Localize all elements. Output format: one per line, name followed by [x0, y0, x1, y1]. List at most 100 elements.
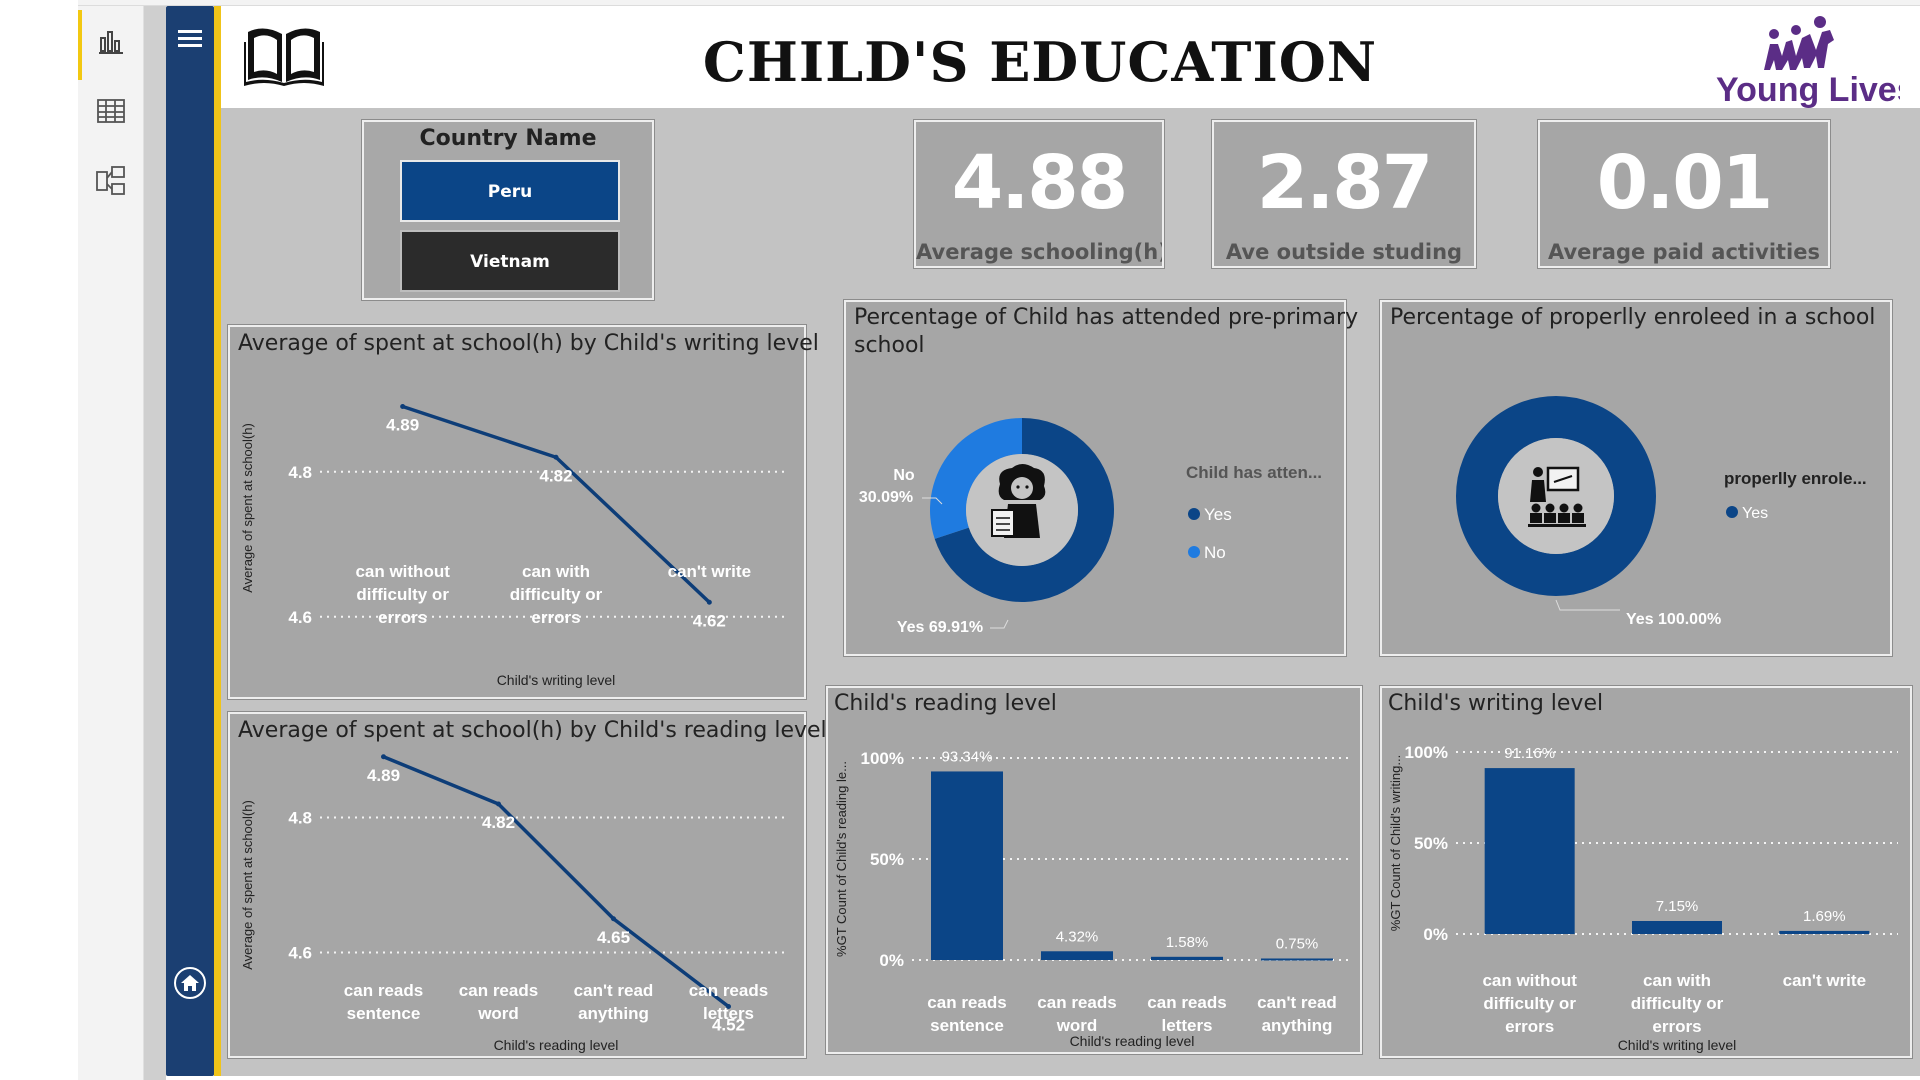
legend-marker: [1726, 506, 1738, 518]
legend-item: No: [1204, 543, 1226, 562]
data-label: 4.32%: [1056, 928, 1099, 945]
x-axis-title: Child's writing level: [497, 672, 616, 688]
legend-marker: [1188, 546, 1200, 558]
ribbon-strip: [78, 0, 1920, 6]
donut-slice-no: [930, 418, 1022, 539]
home-icon[interactable]: [173, 966, 207, 1000]
y-tick-label: 4.6: [288, 608, 312, 627]
donut-slice-yes: [934, 418, 1114, 602]
enrolled-donut-card: Percentage of properlly enroleed in a sc…: [1379, 299, 1893, 657]
data-label: 1.69%: [1803, 908, 1846, 925]
slice-label-yes: Yes 100.00%: [1626, 611, 1721, 628]
table-view-icon[interactable]: [94, 94, 128, 128]
x-tick-label: letters: [1161, 1016, 1212, 1035]
x-tick-label: difficulty or: [356, 585, 449, 604]
slicer-option-vietnam[interactable]: Vietnam: [400, 230, 620, 292]
accent-divider: [214, 6, 221, 1076]
data-label: 4.89: [367, 766, 400, 785]
x-tick-label: can reads: [344, 981, 423, 1000]
data-label: 93.34%: [942, 748, 993, 765]
x-tick-label: errors: [378, 608, 427, 627]
kpi-label: Average schooling(h): [916, 240, 1162, 264]
donut-hole: [1498, 438, 1614, 554]
data-point: [726, 1004, 731, 1009]
kpi-card-outside-study: 2.87 Ave outside studing: [1211, 119, 1477, 269]
y-tick-label: 4.6: [288, 944, 312, 963]
slice-label-yes: Yes 69.91%: [897, 619, 983, 636]
bar: [1484, 768, 1575, 934]
kpi-card-schooling: 4.88 Average schooling(h): [913, 119, 1165, 269]
bar: [931, 771, 1003, 960]
legend-title: properlly enrole...: [1724, 469, 1867, 488]
chart-title-line-1: Percentage of Child has attended pre-pri…: [854, 305, 1359, 330]
data-point: [496, 801, 501, 807]
reading-bar-chart-card: Child's reading level 100% 50% 0% 93.34% can…: [825, 685, 1363, 1055]
chart-title: Average of spent at school(h) by Child's…: [238, 718, 827, 743]
y-axis-title: %GT Count of Child's reading le...: [834, 761, 849, 957]
slicer-option-peru[interactable]: Peru: [400, 160, 620, 222]
reading-bar-plot: 100% 50% 0% 93.34% can reads sentence 4.32% can…: [834, 748, 1352, 1049]
x-tick-label: can't read: [1257, 993, 1337, 1012]
x-tick-label: errors: [1652, 1017, 1701, 1036]
canvas-gutter: [144, 6, 166, 1080]
report-nav-bar: [166, 6, 214, 1076]
model-view-icon[interactable]: [94, 164, 128, 198]
x-tick-label: sentence: [930, 1016, 1004, 1035]
preprimary-donut-card: Percentage of Child has attended pre-pri…: [843, 299, 1358, 657]
chart-title: Percentage of properlly enroleed in a sc…: [1390, 305, 1876, 330]
x-tick-label: can't read: [574, 981, 654, 1000]
logo-text: Young Lives: [1716, 71, 1900, 109]
slice-value-no: 30.09%: [859, 489, 913, 506]
data-label: 7.15%: [1656, 898, 1699, 915]
child-reading-icon: [991, 464, 1046, 538]
legend-item: Yes: [1742, 505, 1768, 522]
data-point: [706, 599, 712, 605]
x-tick-label: can without: [355, 562, 450, 581]
x-tick-label: errors: [1505, 1017, 1554, 1036]
donut-slice-yes: [1456, 396, 1656, 596]
data-point: [553, 454, 559, 460]
slice-label-no: No: [893, 467, 915, 484]
x-axis-title: Child's writing level: [1618, 1037, 1737, 1053]
y-tick-label: 50%: [1414, 834, 1448, 853]
x-tick-label: can reads: [1037, 993, 1116, 1012]
kpi-label: Ave outside studing: [1225, 240, 1463, 264]
x-axis-title: Child's reading level: [1070, 1033, 1195, 1049]
data-label: 0.75%: [1276, 935, 1319, 952]
legend-item: Yes: [1204, 505, 1232, 524]
leader-line: [990, 619, 1009, 629]
y-tick-label: 0%: [1423, 925, 1448, 944]
writing-line-plot: 4.8 4.6 4.89 can without difficulty or errors…: [240, 404, 786, 688]
report-view-icon[interactable]: [94, 24, 128, 58]
writing-line-chart-card: Average of spent at school(h) by Child's…: [227, 324, 819, 700]
y-tick-label: 50%: [870, 850, 904, 869]
x-tick-label: can reads: [689, 981, 768, 1000]
chart-title: Average of spent at school(h) by Child's…: [238, 331, 819, 356]
x-tick-label: can with: [522, 562, 590, 581]
menu-icon[interactable]: [178, 28, 202, 50]
young-lives-logo: Young Lives: [1710, 10, 1916, 110]
bar: [1151, 956, 1223, 960]
data-point: [381, 754, 386, 760]
x-tick-label: difficulty or: [510, 585, 603, 604]
x-tick-label: difficulty or: [1483, 994, 1576, 1013]
x-tick-label: can with: [1643, 971, 1711, 990]
kpi-card-paid-activities: 0.01 Average paid activities: [1537, 119, 1831, 269]
x-tick-label: can reads: [927, 993, 1006, 1012]
view-rail: [78, 6, 144, 1080]
bar: [1261, 958, 1333, 961]
slicer-title: Country Name: [419, 126, 597, 151]
x-tick-label: word: [477, 1004, 519, 1023]
data-label: 4.65: [597, 928, 630, 947]
x-tick-label: letters: [703, 1004, 754, 1023]
x-axis-title: Child's reading level: [494, 1037, 619, 1053]
country-slicer: Country Name Peru Vietnam: [361, 119, 655, 301]
x-tick-label: anything: [578, 1004, 649, 1023]
x-tick-label: can reads: [1147, 993, 1226, 1012]
active-view-indicator: [78, 10, 82, 80]
kpi-value: 4.88: [951, 140, 1129, 226]
legend-title: Child has atten...: [1186, 463, 1322, 482]
kpi-value: 2.87: [1256, 140, 1434, 226]
x-tick-label: sentence: [347, 1004, 421, 1023]
reading-line-plot: 4.8 4.6 4.89 can reads sentence 4.82 can reads…: [240, 754, 786, 1053]
